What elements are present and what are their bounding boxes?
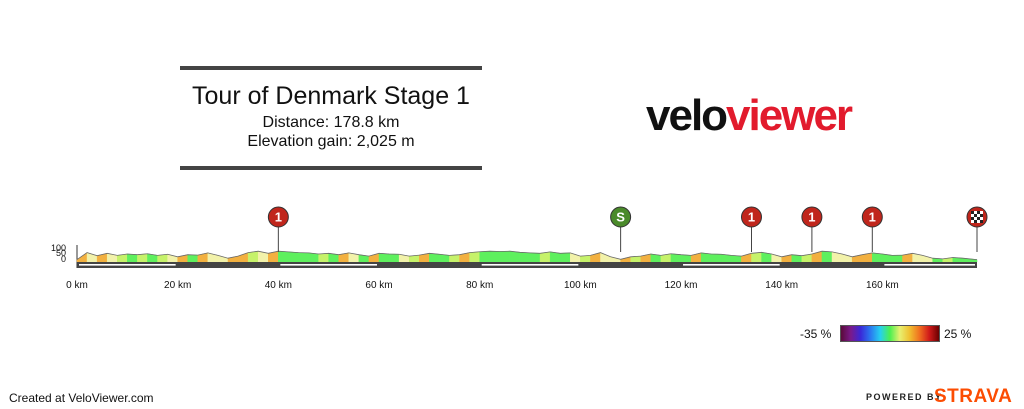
sprint-marker xyxy=(610,206,632,228)
profile-segment xyxy=(872,252,883,263)
profile-segment xyxy=(429,253,440,263)
profile-segment xyxy=(449,254,460,263)
profile-outline xyxy=(76,250,978,260)
x-tick-label: 80 km xyxy=(466,280,493,291)
climb-marker xyxy=(801,206,823,228)
profile-segment xyxy=(892,254,903,263)
climb-marker xyxy=(861,206,883,228)
climb-marker-label: 1 xyxy=(275,210,282,225)
y-tick-label: 50 xyxy=(56,248,66,258)
y-tick-label: 100 xyxy=(51,243,66,253)
distance-base-stripe xyxy=(683,264,780,266)
finish-flag-square xyxy=(971,220,974,223)
profile-segment xyxy=(247,250,259,263)
finish-flag-square xyxy=(980,220,983,223)
finish-flag-square xyxy=(977,211,980,214)
distance-base-stripe xyxy=(280,264,378,266)
finish-flag-square xyxy=(971,214,974,217)
title-box: Tour of Denmark Stage 1 Distance: 178.8 … xyxy=(180,66,482,170)
x-tick-label: 120 km xyxy=(665,280,698,291)
profile-segment xyxy=(529,252,541,263)
x-tick-label: 20 km xyxy=(164,280,191,291)
finish-flag-square xyxy=(977,220,980,223)
profile-segment xyxy=(278,250,289,263)
distance-base-stripe xyxy=(884,264,975,266)
finish-flag-square xyxy=(980,214,983,217)
x-tick-label: 40 km xyxy=(265,280,292,291)
profile-segment xyxy=(288,251,299,263)
profile-segment xyxy=(137,253,148,263)
profile-segment xyxy=(187,254,199,263)
title-top-rule xyxy=(180,66,482,70)
logo-part-velo: velo xyxy=(646,91,728,140)
climb-marker-label: 1 xyxy=(748,210,755,225)
x-tick-label: 140 km xyxy=(765,280,798,291)
finish-flag-square xyxy=(977,217,980,220)
finish-flag-square xyxy=(974,211,977,214)
climb-marker-label: 1 xyxy=(808,210,815,225)
distance-base-stripe xyxy=(481,264,579,266)
stage-title: Tour of Denmark Stage 1 xyxy=(192,82,470,110)
finish-flag-square xyxy=(980,211,983,214)
finish-flag-square xyxy=(974,214,977,217)
powered-by-label: POWERED BY xyxy=(866,392,943,402)
profile-segment xyxy=(388,253,400,263)
profile-segment xyxy=(600,252,611,263)
profile-segment xyxy=(489,250,501,263)
powered-by-strava: POWERED BY STRAVA xyxy=(866,386,1018,408)
x-tick-label: 160 km xyxy=(866,280,899,291)
profile-segment xyxy=(318,253,329,263)
climb-marker xyxy=(740,206,762,228)
profile-segment xyxy=(298,252,309,263)
title-bottom-rule xyxy=(180,166,482,170)
profile-segment xyxy=(499,250,511,263)
profile-segment xyxy=(821,250,833,263)
climb-marker xyxy=(267,206,289,228)
distance-base-stripe xyxy=(79,264,176,266)
profile-segment xyxy=(700,252,712,263)
created-at-text: Created at VeloViewer.com xyxy=(9,391,154,405)
finish-flag-square xyxy=(974,217,977,220)
distance-text: Distance: 178.8 km xyxy=(262,114,400,131)
profile-segment xyxy=(751,252,762,263)
logo-part-viewer: viewer xyxy=(726,91,853,140)
finish-flag-square xyxy=(980,217,983,220)
profile-segment xyxy=(308,252,319,263)
elevation-text: Elevation gain: 2,025 m xyxy=(247,133,415,150)
finish-flag-square xyxy=(974,220,977,223)
x-tick-label: 60 km xyxy=(365,280,392,291)
strava-logo: STRAVA xyxy=(934,386,1013,407)
x-tick-label: 0 km xyxy=(66,280,88,291)
profile-segment xyxy=(519,252,531,263)
profile-segment xyxy=(559,252,571,263)
x-tick-label: 100 km xyxy=(564,280,597,291)
climb-marker-label: 1 xyxy=(869,210,876,225)
veloviewer-logo: veloviewer xyxy=(646,92,856,140)
profile-segment xyxy=(479,250,491,263)
finish-flag-square xyxy=(977,214,980,217)
profile-segment xyxy=(670,253,682,263)
legend-min-label: -35 % xyxy=(800,327,832,341)
profile-segment xyxy=(469,251,480,263)
legend-max-label: 25 % xyxy=(944,327,972,341)
profile-segment xyxy=(680,254,692,263)
sprint-marker-label: S xyxy=(616,210,625,225)
profile-segment xyxy=(509,250,521,263)
finish-flag-square xyxy=(971,217,974,220)
finish-flag-square xyxy=(971,211,974,214)
profile-segment xyxy=(127,253,138,263)
profile-segment xyxy=(378,253,390,263)
legend-gradient-bar xyxy=(840,325,940,342)
profile-segment xyxy=(710,253,722,263)
y-tick-label: 0 xyxy=(61,254,66,264)
